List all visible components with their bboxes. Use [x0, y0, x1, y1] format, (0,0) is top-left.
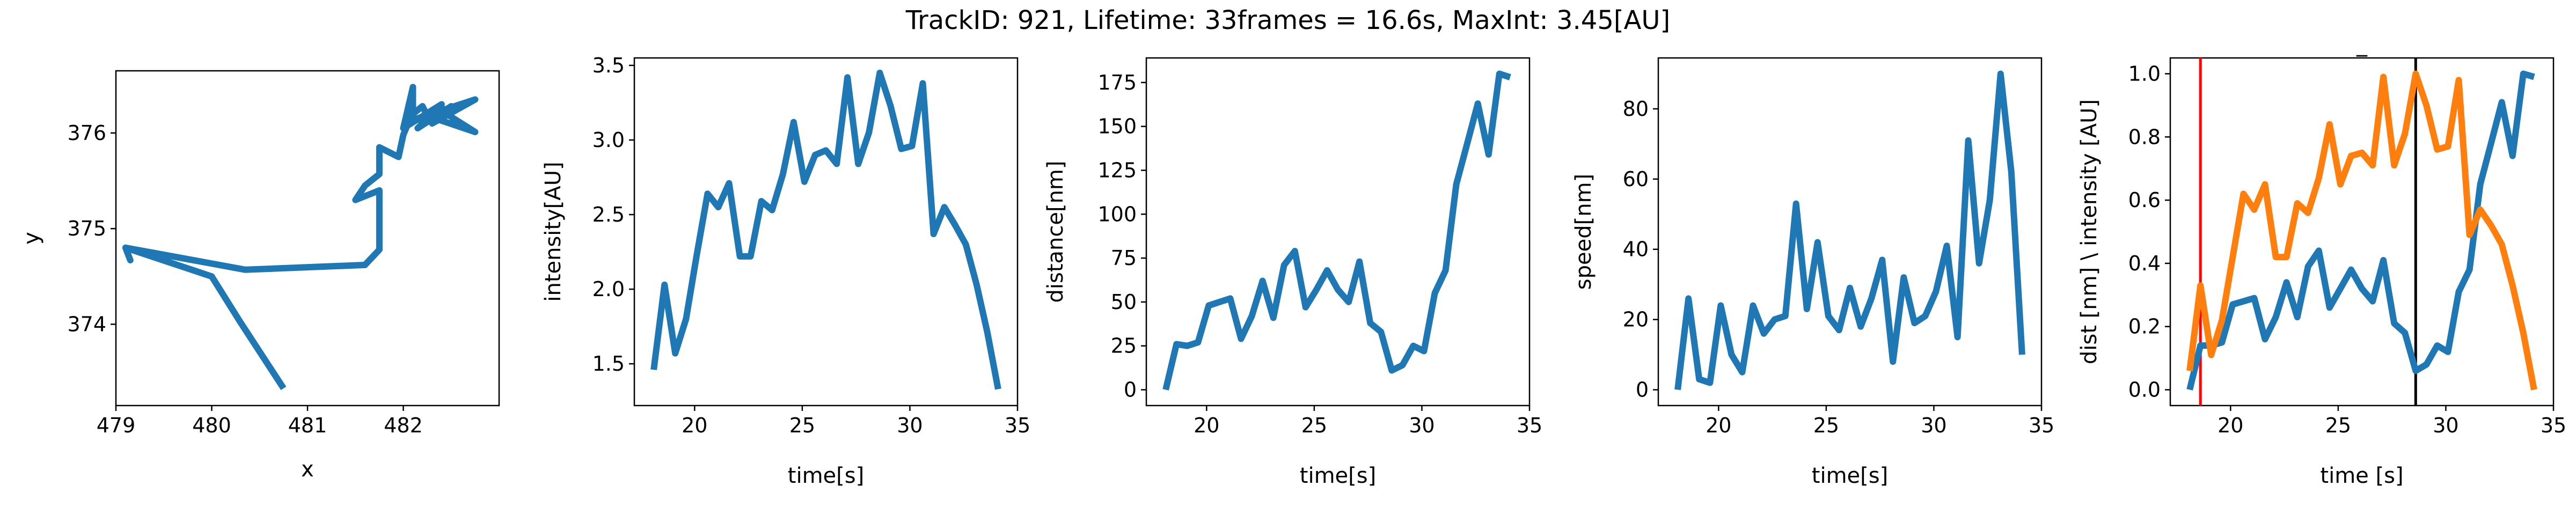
chart-speed-ylabel: speed[nm] [1571, 174, 1596, 290]
chart-trajectory-xtick-label: 481 [288, 414, 327, 437]
chart-intensity-series-0-line [650, 69, 1001, 390]
chart-normalized-group: 20 25 30 35 0.0 0.2 0.4 0.6 0.8 1.0 time [s] dist [… [2077, 32, 2566, 488]
chart-normalized-ytick-label: 0.2 [2128, 315, 2161, 339]
chart-speed-xtick-label: 35 [2029, 414, 2054, 437]
chart-intensity-ytick-label: 2.0 [592, 277, 625, 301]
chart-speed-xtick-label: 30 [1921, 414, 1946, 437]
chart-trajectory-series-0-line [122, 84, 479, 391]
chart-distance-xlabel: time[s] [1300, 464, 1376, 488]
chart-intensity-xlabel: time[s] [788, 464, 864, 488]
chart-trajectory-group: 479 480 481 482 374 375 376 x y [19, 70, 500, 482]
chart-normalized-xtick-label: 35 [2541, 414, 2566, 437]
chart-distance-ylabel: distance[nm] [1043, 160, 1068, 303]
chart-distance-ytick-label: 75 [1111, 246, 1137, 270]
chart-trajectory-ytick-label: 374 [67, 312, 106, 336]
chart-intensity-ytick-label: 2.5 [592, 203, 625, 226]
chart-distance-ytick-label: 100 [1097, 202, 1137, 226]
chart-intensity-xtick-label: 35 [1005, 414, 1030, 437]
chart-normalized-xtick-label: 20 [2218, 414, 2243, 437]
chart-intensity-axes-frame [633, 57, 1019, 407]
chart-speed-group: 20 25 30 35 0 20 40 60 80 time[s] speed[nm] [1571, 57, 2054, 488]
chart-distance-xtick-label: 20 [1194, 414, 1219, 437]
chart-normalized-axes-frame [2169, 57, 2555, 407]
chart-normalized-ytick-label: 0.6 [2128, 188, 2161, 212]
chart-trajectory-xtick-label: 479 [97, 414, 136, 437]
chart-speed-xtick-label: 25 [1813, 414, 1839, 437]
chart-distance-group: 20 25 30 35 0 25 50 75 100 125 150 175 time[s] distan… [1043, 57, 1542, 488]
chart-speed-ytick-label: 0 [1636, 378, 1649, 402]
chart-distance-ytick-label: 0 [1124, 378, 1137, 402]
chart-speed-ytick-label: 60 [1623, 167, 1649, 191]
chart-intensity-ylabel: intensity[AU] [541, 161, 566, 301]
chart-intensity-group: 20 25 30 35 1.5 2.0 2.5 3.0 3.5 time[s] intensity[… [541, 54, 1030, 488]
chart-trajectory-ytick-label: 376 [67, 121, 106, 145]
chart-intensity-ytick-label: 1.5 [592, 352, 625, 376]
figure-suptitle: TrackID: 921, Lifetime: 33frames = 16.6s… [905, 5, 1671, 35]
chart-speed-ytick-label: 80 [1623, 97, 1649, 121]
chart-speed-ytick-label: 20 [1623, 308, 1649, 332]
chart-distance-ytick-label: 125 [1097, 158, 1137, 182]
chart-normalized-ytick-label: 0.0 [2128, 378, 2161, 402]
chart-distance-axes-frame [1145, 57, 1531, 407]
chart-intensity-xtick-label: 20 [682, 414, 707, 437]
subplots-container: 479 480 481 482 374 375 376 x y 20 25 30 35 1.5 2.0 2.5… [19, 32, 2566, 488]
chart-normalized-series-0-line [2186, 70, 2535, 391]
chart-normalized-xtick-label: 30 [2433, 414, 2458, 437]
chart-distance-xtick-label: 30 [1409, 414, 1435, 437]
chart-normalized-ytick-label: 0.8 [2128, 125, 2161, 149]
chart-distance-xtick-label: 35 [1517, 414, 1542, 437]
chart-speed-xtick-label: 20 [1706, 414, 1731, 437]
chart-distance-xtick-label: 25 [1301, 414, 1327, 437]
chart-intensity-xtick-label: 25 [789, 414, 815, 437]
chart-distance-series-0-line [1162, 70, 1511, 391]
chart-normalized-ytick-label: 0.4 [2128, 252, 2161, 275]
chart-speed-ytick-label: 40 [1623, 238, 1649, 261]
chart-normalized-ylabel: dist [nm] \ intensity [AU] [2077, 99, 2102, 364]
chart-intensity-xtick-label: 30 [897, 414, 923, 437]
chart-intensity-ytick-label: 3.0 [592, 128, 625, 152]
chart-distance-ytick-label: 150 [1097, 115, 1137, 138]
chart-distance-ytick-label: 25 [1111, 334, 1137, 358]
chart-distance-ytick-label: 175 [1097, 71, 1137, 94]
chart-normalized-xlabel: time [s] [2320, 464, 2403, 488]
chart-normalized-xtick-label: 25 [2325, 414, 2351, 437]
chart-intensity-ytick-label: 3.5 [592, 54, 625, 77]
chart-speed-series-0-line [1674, 70, 2025, 391]
chart-distance-ytick-label: 50 [1111, 290, 1137, 314]
chart-normalized-title: _ [2356, 32, 2368, 57]
chart-trajectory-ylabel: y [19, 232, 44, 245]
chart-normalized-ytick-label: 1.0 [2128, 62, 2161, 85]
chart-trajectory-ytick-label: 375 [67, 217, 106, 240]
chart-speed-axes-frame [1657, 57, 2043, 407]
chart-trajectory-xtick-label: 480 [192, 414, 231, 437]
chart-trajectory-xlabel: x [301, 457, 314, 482]
chart-normalized-series-1-line [2186, 70, 2537, 391]
chart-trajectory-xtick-label: 482 [384, 414, 423, 437]
chart-speed-xlabel: time[s] [1812, 464, 1888, 488]
